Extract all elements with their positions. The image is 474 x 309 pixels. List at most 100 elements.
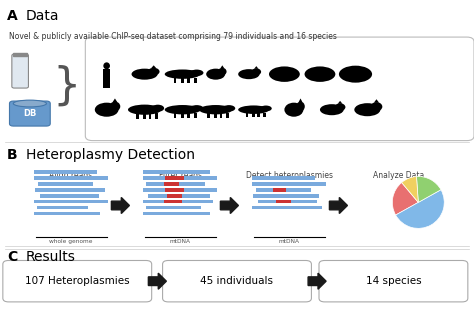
Polygon shape xyxy=(374,99,379,103)
Polygon shape xyxy=(299,99,302,102)
Bar xyxy=(165,176,184,180)
Bar xyxy=(257,113,260,117)
Bar xyxy=(246,113,248,117)
Bar xyxy=(182,200,213,203)
FancyBboxPatch shape xyxy=(12,54,28,88)
Bar xyxy=(187,113,190,118)
Bar xyxy=(173,78,176,83)
Text: Results: Results xyxy=(26,250,76,264)
Text: DB: DB xyxy=(23,109,36,118)
Text: A: A xyxy=(7,9,18,23)
Ellipse shape xyxy=(252,68,261,75)
Ellipse shape xyxy=(335,103,346,111)
Bar xyxy=(143,188,165,192)
Bar xyxy=(143,200,164,203)
Bar xyxy=(146,206,201,210)
Bar xyxy=(252,206,322,210)
Ellipse shape xyxy=(152,105,164,112)
Bar xyxy=(155,113,158,119)
Bar xyxy=(179,182,205,186)
Text: 107 Heteroplasmies: 107 Heteroplasmies xyxy=(25,276,129,286)
Bar xyxy=(273,188,286,192)
Bar xyxy=(143,171,210,174)
Text: mtDNA: mtDNA xyxy=(170,239,191,243)
Bar xyxy=(184,176,217,180)
Bar xyxy=(148,113,151,119)
Bar xyxy=(264,113,266,117)
Polygon shape xyxy=(220,197,238,214)
Ellipse shape xyxy=(238,69,260,79)
Bar xyxy=(143,211,210,215)
Bar xyxy=(38,182,93,186)
Text: B: B xyxy=(7,148,18,162)
Ellipse shape xyxy=(320,104,344,115)
Bar xyxy=(35,176,108,180)
FancyBboxPatch shape xyxy=(9,101,50,126)
Polygon shape xyxy=(337,101,342,104)
Ellipse shape xyxy=(190,105,203,112)
Bar xyxy=(252,176,315,180)
Bar xyxy=(103,69,110,88)
Bar xyxy=(194,113,197,118)
Polygon shape xyxy=(113,99,117,102)
Bar xyxy=(164,200,182,203)
Ellipse shape xyxy=(165,105,200,114)
Bar xyxy=(165,188,184,192)
FancyBboxPatch shape xyxy=(3,260,152,302)
Wedge shape xyxy=(396,190,444,228)
Bar xyxy=(187,78,190,83)
Ellipse shape xyxy=(165,70,200,79)
Bar xyxy=(13,53,27,56)
Bar xyxy=(256,188,273,192)
Ellipse shape xyxy=(190,70,203,76)
Text: Detect heteroplasmies: Detect heteroplasmies xyxy=(246,171,333,180)
Bar xyxy=(184,188,217,192)
Text: }: } xyxy=(52,65,81,108)
Bar xyxy=(36,206,88,210)
Ellipse shape xyxy=(238,105,269,114)
Text: 14 species: 14 species xyxy=(365,276,421,286)
Bar xyxy=(166,194,182,198)
Bar xyxy=(143,113,146,119)
Bar xyxy=(219,113,222,118)
Bar xyxy=(226,113,229,118)
Ellipse shape xyxy=(371,102,383,111)
Wedge shape xyxy=(392,183,419,215)
Polygon shape xyxy=(329,197,347,214)
Wedge shape xyxy=(401,176,419,202)
Ellipse shape xyxy=(269,66,300,82)
Bar xyxy=(148,194,166,198)
Text: mtDNA: mtDNA xyxy=(279,239,300,243)
Bar xyxy=(35,200,108,203)
Text: Filter reads: Filter reads xyxy=(159,171,201,180)
Wedge shape xyxy=(417,176,441,202)
Polygon shape xyxy=(148,273,166,289)
Text: whole genome: whole genome xyxy=(49,239,93,243)
Ellipse shape xyxy=(305,66,336,82)
Bar xyxy=(40,194,99,198)
Bar xyxy=(173,113,176,118)
Text: 45 individuals: 45 individuals xyxy=(201,276,273,286)
Polygon shape xyxy=(254,66,258,69)
Bar xyxy=(291,200,317,203)
Ellipse shape xyxy=(284,103,303,117)
Bar xyxy=(35,171,97,174)
Ellipse shape xyxy=(13,100,46,107)
Bar xyxy=(253,194,319,198)
FancyBboxPatch shape xyxy=(319,260,468,302)
Ellipse shape xyxy=(95,103,118,117)
Bar xyxy=(252,113,255,117)
Bar xyxy=(35,211,100,215)
Ellipse shape xyxy=(260,106,272,111)
Ellipse shape xyxy=(103,62,110,69)
Ellipse shape xyxy=(128,104,161,115)
Bar xyxy=(164,182,179,186)
Ellipse shape xyxy=(199,105,232,114)
Polygon shape xyxy=(111,197,129,214)
Ellipse shape xyxy=(339,66,372,83)
FancyBboxPatch shape xyxy=(85,37,474,141)
Text: Novel & publicly available ChIP-seq dataset comprising 79 individuals and 16 spe: Novel & publicly available ChIP-seq data… xyxy=(9,32,337,41)
Ellipse shape xyxy=(206,69,225,80)
Bar xyxy=(207,113,210,118)
Bar xyxy=(146,182,164,186)
